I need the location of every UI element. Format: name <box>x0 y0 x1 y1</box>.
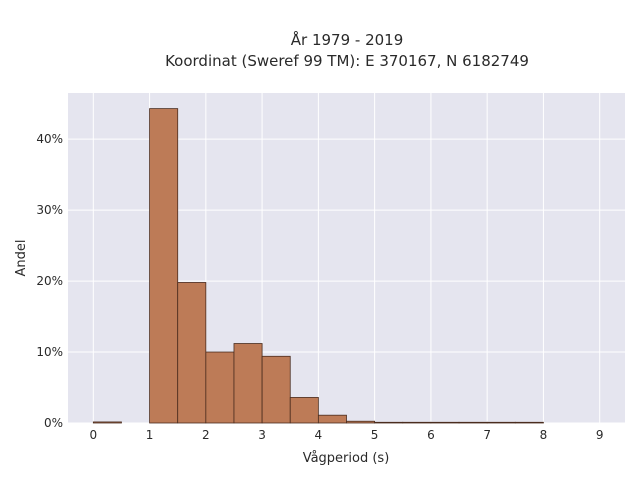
x-tick-label: 9 <box>596 428 604 442</box>
histogram-bar <box>261 355 291 424</box>
chart-title: År 1979 - 2019 <box>291 30 404 49</box>
x-tick-label: 6 <box>427 428 435 442</box>
y-tick-labels: 0% 10% 20% 30% 40% <box>36 132 63 430</box>
x-axis-label: Vågperiod (s) <box>303 451 390 466</box>
y-tick-label: 10% <box>36 345 63 359</box>
x-tick-label: 4 <box>315 428 323 442</box>
histogram-bar <box>430 421 460 424</box>
y-tick-label: 20% <box>36 274 63 288</box>
histogram-bar <box>289 397 319 424</box>
histogram-bar <box>514 421 544 424</box>
chart-subtitle: Koordinat (Sweref 99 TM): E 370167, N 61… <box>165 52 529 70</box>
x-tick-label: 2 <box>202 428 210 442</box>
histogram-bar <box>486 421 516 424</box>
histogram-bar <box>233 343 263 424</box>
histogram-bar <box>149 108 179 424</box>
histogram-bar <box>317 414 347 424</box>
y-tick-label: 40% <box>36 132 63 146</box>
x-tick-label: 1 <box>146 428 154 442</box>
x-tick-label: 5 <box>371 428 379 442</box>
histogram-bar <box>346 420 376 424</box>
y-tick-label: 0% <box>44 416 63 430</box>
y-tick-label: 30% <box>36 203 63 217</box>
x-tick-label: 8 <box>540 428 548 442</box>
y-axis-label: Andel <box>14 240 29 277</box>
histogram-bar <box>458 421 488 424</box>
x-tick-label: 3 <box>258 428 266 442</box>
x-tick-label: 0 <box>89 428 97 442</box>
histogram-bar <box>205 351 235 424</box>
bars <box>92 108 544 424</box>
histogram-bar <box>92 421 122 424</box>
histogram-bar <box>177 282 207 424</box>
histogram-bar <box>374 421 404 424</box>
histogram-bar <box>402 421 432 424</box>
x-tick-labels: 0 1 2 3 4 5 6 7 8 9 <box>89 428 603 442</box>
x-tick-label: 7 <box>483 428 491 442</box>
